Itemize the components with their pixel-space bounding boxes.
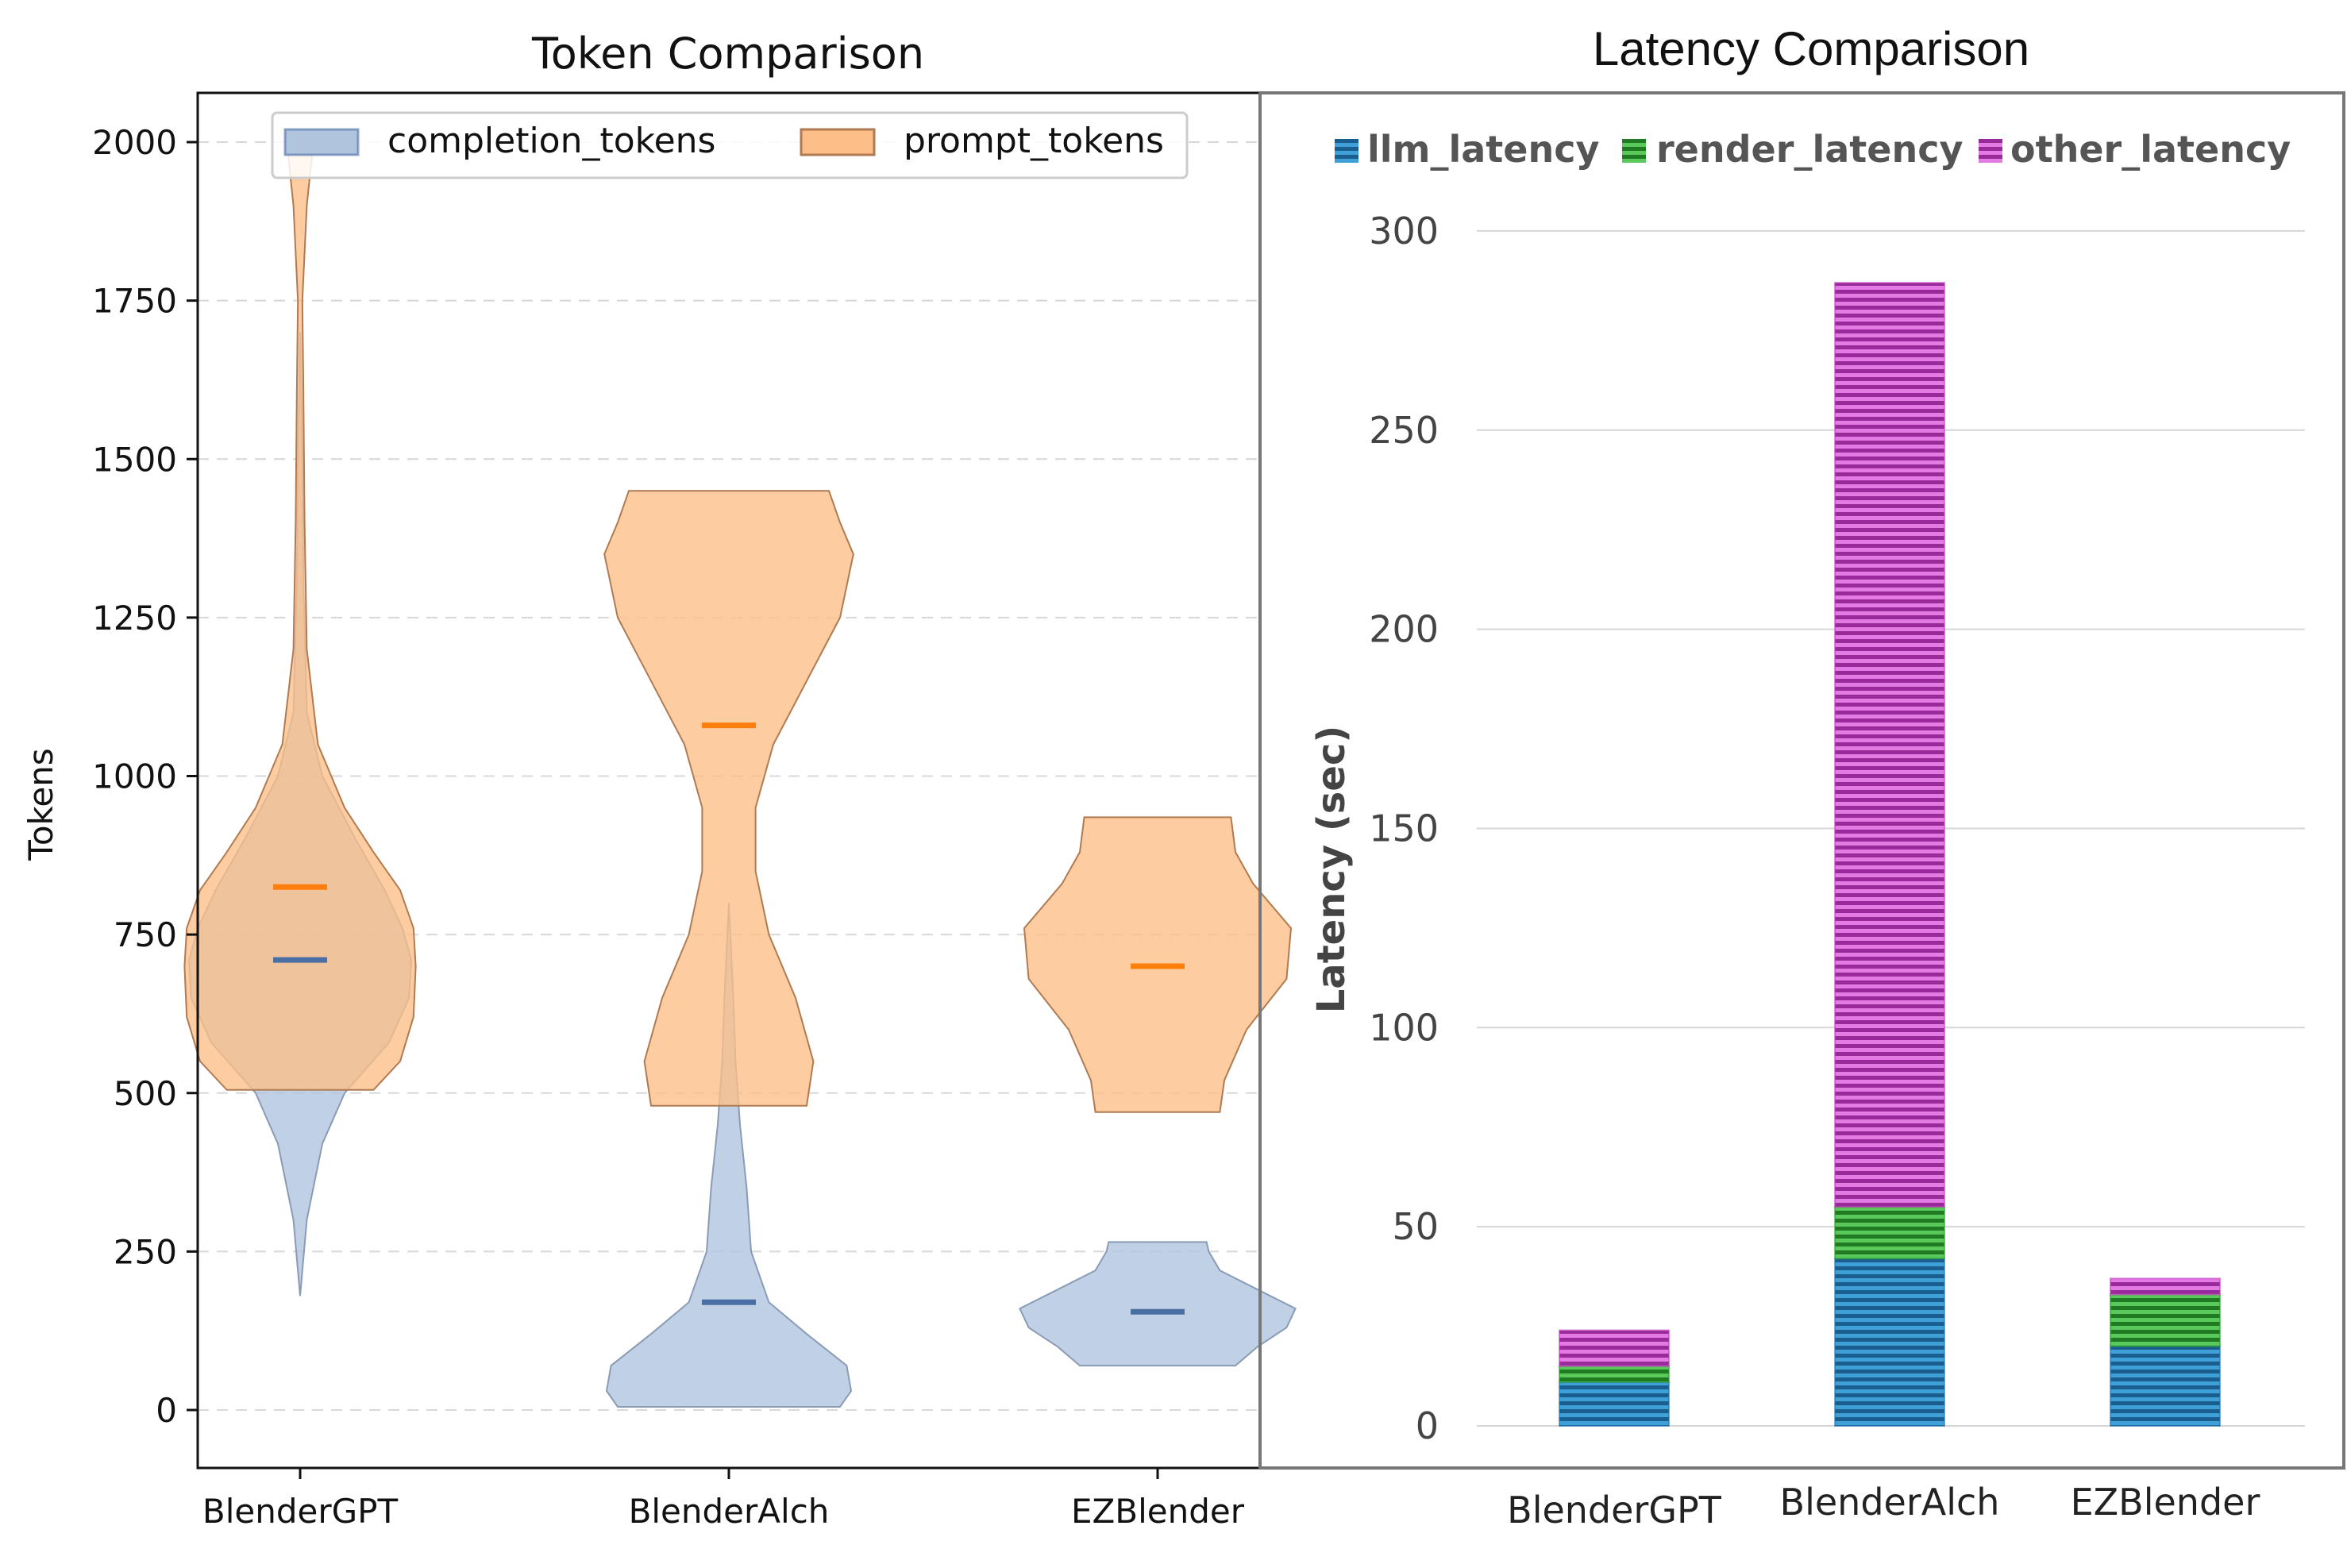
latency-y-label: Latency (sec)	[1309, 726, 1354, 1014]
legend-swatch-render	[1622, 139, 1646, 163]
token-y-tick-label: 750	[114, 915, 177, 954]
bar-other_latency-0	[1559, 1329, 1670, 1367]
latency-y-tick-label: 50	[1392, 1205, 1439, 1248]
latency-chart-title: Latency Comparison	[1593, 22, 2029, 75]
token-x-tick-label: BlenderGPT	[202, 1492, 399, 1531]
token-chart-title: Token Comparison	[531, 29, 924, 79]
legend-label-other: other_latency	[2010, 128, 2291, 171]
latency-y-tick-label: 0	[1416, 1404, 1439, 1447]
token-y-tick-label: 1500	[92, 440, 177, 479]
token-x-tick-label: EZBlender	[1071, 1492, 1245, 1531]
token-y-tick-label: 1000	[92, 757, 177, 796]
token-y-tick-label: 2000	[92, 123, 177, 162]
token-y-label: Tokens	[21, 748, 60, 861]
legend-label-render: render_latency	[1656, 128, 1963, 171]
legend-swatch-completion	[283, 128, 360, 156]
token-y-axis: 0 250 500 750 1000 1250 1500 1750 2000	[92, 123, 198, 1430]
bar-llm_latency-2	[2110, 1345, 2221, 1427]
token-x-axis: BlenderGPT BlenderAlch EZBlender	[202, 1468, 1245, 1531]
token-medians	[273, 722, 1185, 1315]
legend-swatch-prompt	[800, 128, 876, 156]
bar-other_latency-1	[1834, 282, 1945, 1208]
bar-other_latency-2	[2110, 1277, 2221, 1296]
latency-y-tick-label: 200	[1369, 608, 1439, 651]
legend-label-completion: completion_tokens	[387, 121, 715, 161]
token-violins	[183, 141, 1297, 1408]
bar-render_latency-0	[1559, 1365, 1670, 1383]
latency-x-tick-label: EZBlender	[2071, 1481, 2260, 1524]
latency-y-tick-label: 100	[1369, 1006, 1439, 1049]
bar-llm_latency-1	[1834, 1258, 1945, 1427]
violin-prompt-1	[603, 490, 854, 1107]
legend-label-prompt: prompt_tokens	[904, 121, 1164, 161]
token-y-tick-label: 500	[114, 1074, 177, 1113]
latency-bars	[1559, 282, 2221, 1427]
token-y-tick-label: 250	[114, 1232, 177, 1271]
bar-render_latency-1	[1834, 1206, 1945, 1260]
violin-completion-2	[1019, 1241, 1297, 1367]
bar-llm_latency-0	[1559, 1381, 1670, 1427]
bar-render_latency-2	[2110, 1293, 2221, 1347]
latency-legend: llm_latency render_latency other_latency	[1335, 128, 2291, 171]
legend-swatch-llm	[1335, 139, 1358, 163]
token-x-tick-label: BlenderAlch	[629, 1492, 830, 1531]
latency-x-tick-label: BlenderGPT	[1507, 1489, 1722, 1531]
legend-label-llm: llm_latency	[1367, 128, 1599, 171]
latency-x-tick-label: BlenderAlch	[1780, 1481, 2000, 1524]
latency-y-tick-label: 250	[1369, 409, 1439, 452]
latency-y-tick-label: 300	[1369, 210, 1439, 252]
latency-panel-frame	[1258, 91, 2345, 1470]
token-y-tick-label: 0	[156, 1391, 177, 1430]
latency-x-axis: BlenderGPT BlenderAlch EZBlender	[1507, 1481, 2260, 1531]
token-y-tick-label: 1750	[92, 282, 177, 321]
latency-y-axis: 0 50 100 150 200 250 300	[1369, 210, 1439, 1447]
token-y-tick-label: 1250	[92, 599, 177, 638]
latency-comparison-panel: Latency Comparison 0 50 100 150 200 250 300 Bl…	[1258, 22, 2345, 1531]
token-legend-box	[271, 111, 1189, 179]
latency-y-tick-label: 150	[1369, 807, 1439, 849]
token-comparison-panel: Token Comparison 0 250 500 750 1000 1250 1500 1…	[21, 29, 1297, 1531]
token-legend: completion_tokens prompt_tokens	[271, 111, 1189, 179]
legend-swatch-other	[1979, 139, 2002, 163]
violin-prompt-0	[183, 141, 417, 1091]
